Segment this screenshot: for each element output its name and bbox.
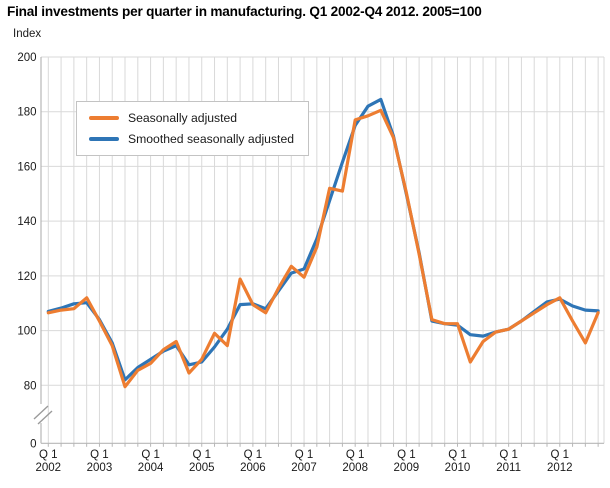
svg-text:160: 160 (17, 161, 36, 173)
svg-text:Q 1: Q 1 (448, 449, 467, 461)
y-axis-break-icon (33, 404, 53, 425)
svg-text:2010: 2010 (445, 462, 471, 474)
svg-text:2007: 2007 (291, 462, 317, 474)
svg-text:Q 1: Q 1 (141, 449, 160, 461)
legend-swatch-seasonally-adjusted (89, 116, 119, 120)
svg-text:Q 1: Q 1 (90, 449, 109, 461)
svg-text:Q 1: Q 1 (244, 449, 263, 461)
legend-item-smoothed-seasonally-adjusted: Smoothed seasonally adjusted (89, 132, 294, 146)
svg-text:2004: 2004 (138, 462, 164, 474)
svg-text:100: 100 (17, 326, 36, 338)
svg-text:Q 1: Q 1 (397, 449, 416, 461)
svg-text:2008: 2008 (342, 462, 368, 474)
legend: Seasonally adjusted Smoothed seasonally … (76, 101, 309, 156)
svg-text:Q 1: Q 1 (499, 449, 518, 461)
svg-text:140: 140 (17, 216, 36, 228)
svg-text:2012: 2012 (547, 462, 573, 474)
svg-text:Q 1: Q 1 (551, 449, 570, 461)
chart-title: Final investments per quarter in manufac… (7, 4, 482, 19)
svg-text:Q 1: Q 1 (295, 449, 314, 461)
svg-text:2009: 2009 (394, 462, 420, 474)
legend-label: Seasonally adjusted (128, 111, 238, 125)
svg-text:2003: 2003 (87, 462, 113, 474)
svg-text:200: 200 (17, 52, 36, 64)
legend-swatch-smoothed-seasonally-adjusted (89, 137, 119, 141)
svg-text:0: 0 (30, 438, 36, 450)
y-axis-unit-label: Index (13, 28, 42, 40)
svg-text:180: 180 (17, 107, 36, 119)
svg-text:Q 1: Q 1 (39, 449, 58, 461)
series-line-seasonally-adjusted (46, 108, 600, 389)
svg-text:120: 120 (17, 271, 36, 283)
svg-text:Q 1: Q 1 (192, 449, 211, 461)
svg-text:2005: 2005 (189, 462, 215, 474)
svg-text:2002: 2002 (36, 462, 62, 474)
y-axis-tick-labels: 200 180 160 140 120 100 80 0 (17, 52, 36, 450)
legend-item-seasonally-adjusted: Seasonally adjusted (89, 111, 294, 125)
svg-text:Q 1: Q 1 (346, 449, 365, 461)
svg-text:80: 80 (24, 380, 37, 392)
svg-text:2006: 2006 (240, 462, 266, 474)
legend-label: Smoothed seasonally adjusted (128, 132, 294, 146)
svg-text:2011: 2011 (496, 462, 521, 474)
axes (40, 57, 604, 447)
